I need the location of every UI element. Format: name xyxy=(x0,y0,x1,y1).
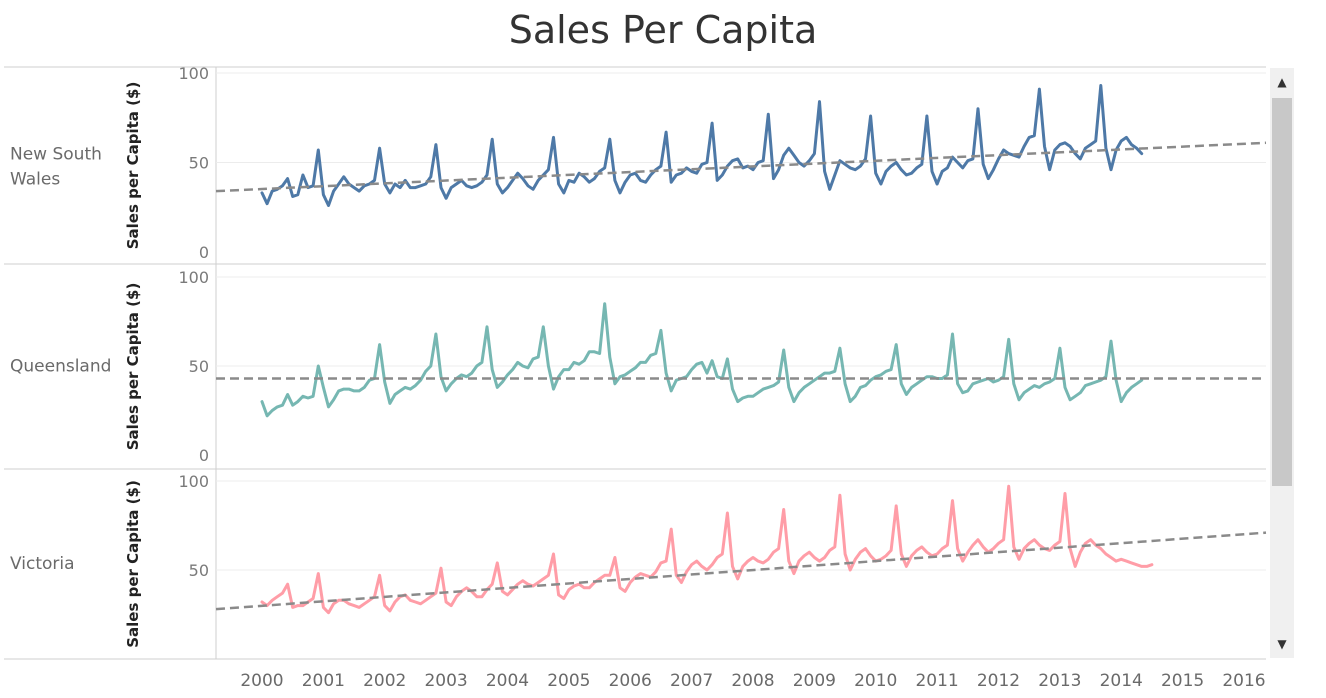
trend-line xyxy=(215,141,1267,193)
x-tick-label: 2009 xyxy=(793,671,836,691)
scrollbar-thumb[interactable] xyxy=(1272,98,1292,486)
x-tick-label: 2007 xyxy=(670,671,713,691)
x-tick-label: 2014 xyxy=(1100,671,1143,691)
y-tick-label: 100 xyxy=(178,268,209,287)
y-tick-label: 0 xyxy=(199,446,209,465)
y-tick-label: 100 xyxy=(178,472,209,491)
y-axis-title: Sales per Capita ($) xyxy=(124,283,142,451)
x-tick-label: 2008 xyxy=(731,671,774,691)
x-tick-label: 2012 xyxy=(977,671,1020,691)
row-header-label: Victoria xyxy=(10,554,75,574)
x-tick-label: 2011 xyxy=(915,671,958,691)
y-tick-label: 100 xyxy=(178,64,209,83)
chart-title: Sales Per Capita xyxy=(508,8,818,52)
y-tick-label: 50 xyxy=(189,357,209,376)
vertical-scrollbar[interactable]: ▲ ▼ xyxy=(1270,68,1294,658)
x-tick-label: 2003 xyxy=(424,671,467,691)
y-tick-label: 0 xyxy=(199,243,209,262)
chevron-down-icon[interactable]: ▼ xyxy=(1277,637,1287,651)
x-tick-label: 2013 xyxy=(1038,671,1081,691)
x-tick-label: 2016 xyxy=(1222,671,1265,691)
x-tick-label: 2000 xyxy=(240,671,283,691)
x-tick-label: 2005 xyxy=(547,671,590,691)
row-header-label: New South Wales xyxy=(10,145,102,190)
x-tick-label: 2006 xyxy=(609,671,652,691)
y-axis-title: Sales per Capita ($) xyxy=(124,480,142,648)
x-tick-label: 2015 xyxy=(1161,671,1204,691)
chevron-up-icon[interactable]: ▲ xyxy=(1277,75,1287,89)
x-tick-label: 2004 xyxy=(486,671,529,691)
y-axis-title: Sales per Capita ($) xyxy=(124,82,142,250)
series-line-new-south-wales xyxy=(260,84,1144,207)
x-tick-label: 2010 xyxy=(854,671,897,691)
y-tick-label: 50 xyxy=(189,154,209,173)
row-header-label: Queensland xyxy=(10,357,111,377)
y-tick-label: 50 xyxy=(189,561,209,580)
x-tick-label: 2002 xyxy=(363,671,406,691)
series-line-queensland xyxy=(260,302,1144,418)
x-tick-label: 2001 xyxy=(302,671,345,691)
series-line-victoria xyxy=(260,484,1154,615)
trend-line xyxy=(215,531,1267,611)
